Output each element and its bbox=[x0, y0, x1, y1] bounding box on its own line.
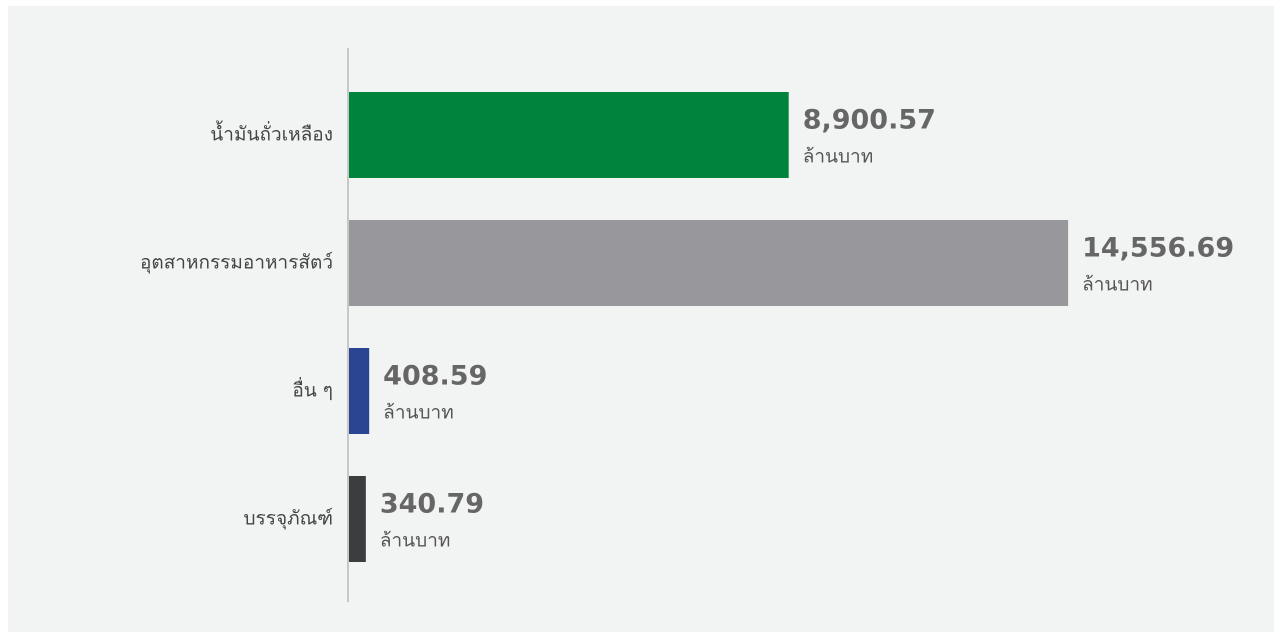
category-label: อุตสาหกรรมอาหารสัตว์ bbox=[140, 252, 333, 275]
bar bbox=[349, 476, 366, 562]
category-label: อื่น ๆ bbox=[292, 377, 333, 402]
unit-label: ล้านบาท bbox=[380, 530, 451, 552]
unit-label: ล้านบาท bbox=[803, 146, 874, 168]
value-label: 408.59 bbox=[383, 361, 487, 392]
value-label: 8,900.57 bbox=[803, 105, 936, 136]
bar bbox=[349, 92, 789, 178]
bar bbox=[349, 348, 370, 434]
bar bbox=[349, 220, 1069, 306]
unit-label: ล้านบาท bbox=[383, 402, 454, 424]
value-label: 340.79 bbox=[380, 489, 484, 520]
unit-label: ล้านบาท bbox=[1082, 274, 1153, 296]
value-label: 14,556.69 bbox=[1082, 233, 1234, 264]
category-label: บรรจุภัณฑ์ bbox=[243, 508, 333, 531]
category-label: น้ำมันถั่วเหลือง bbox=[210, 121, 333, 146]
